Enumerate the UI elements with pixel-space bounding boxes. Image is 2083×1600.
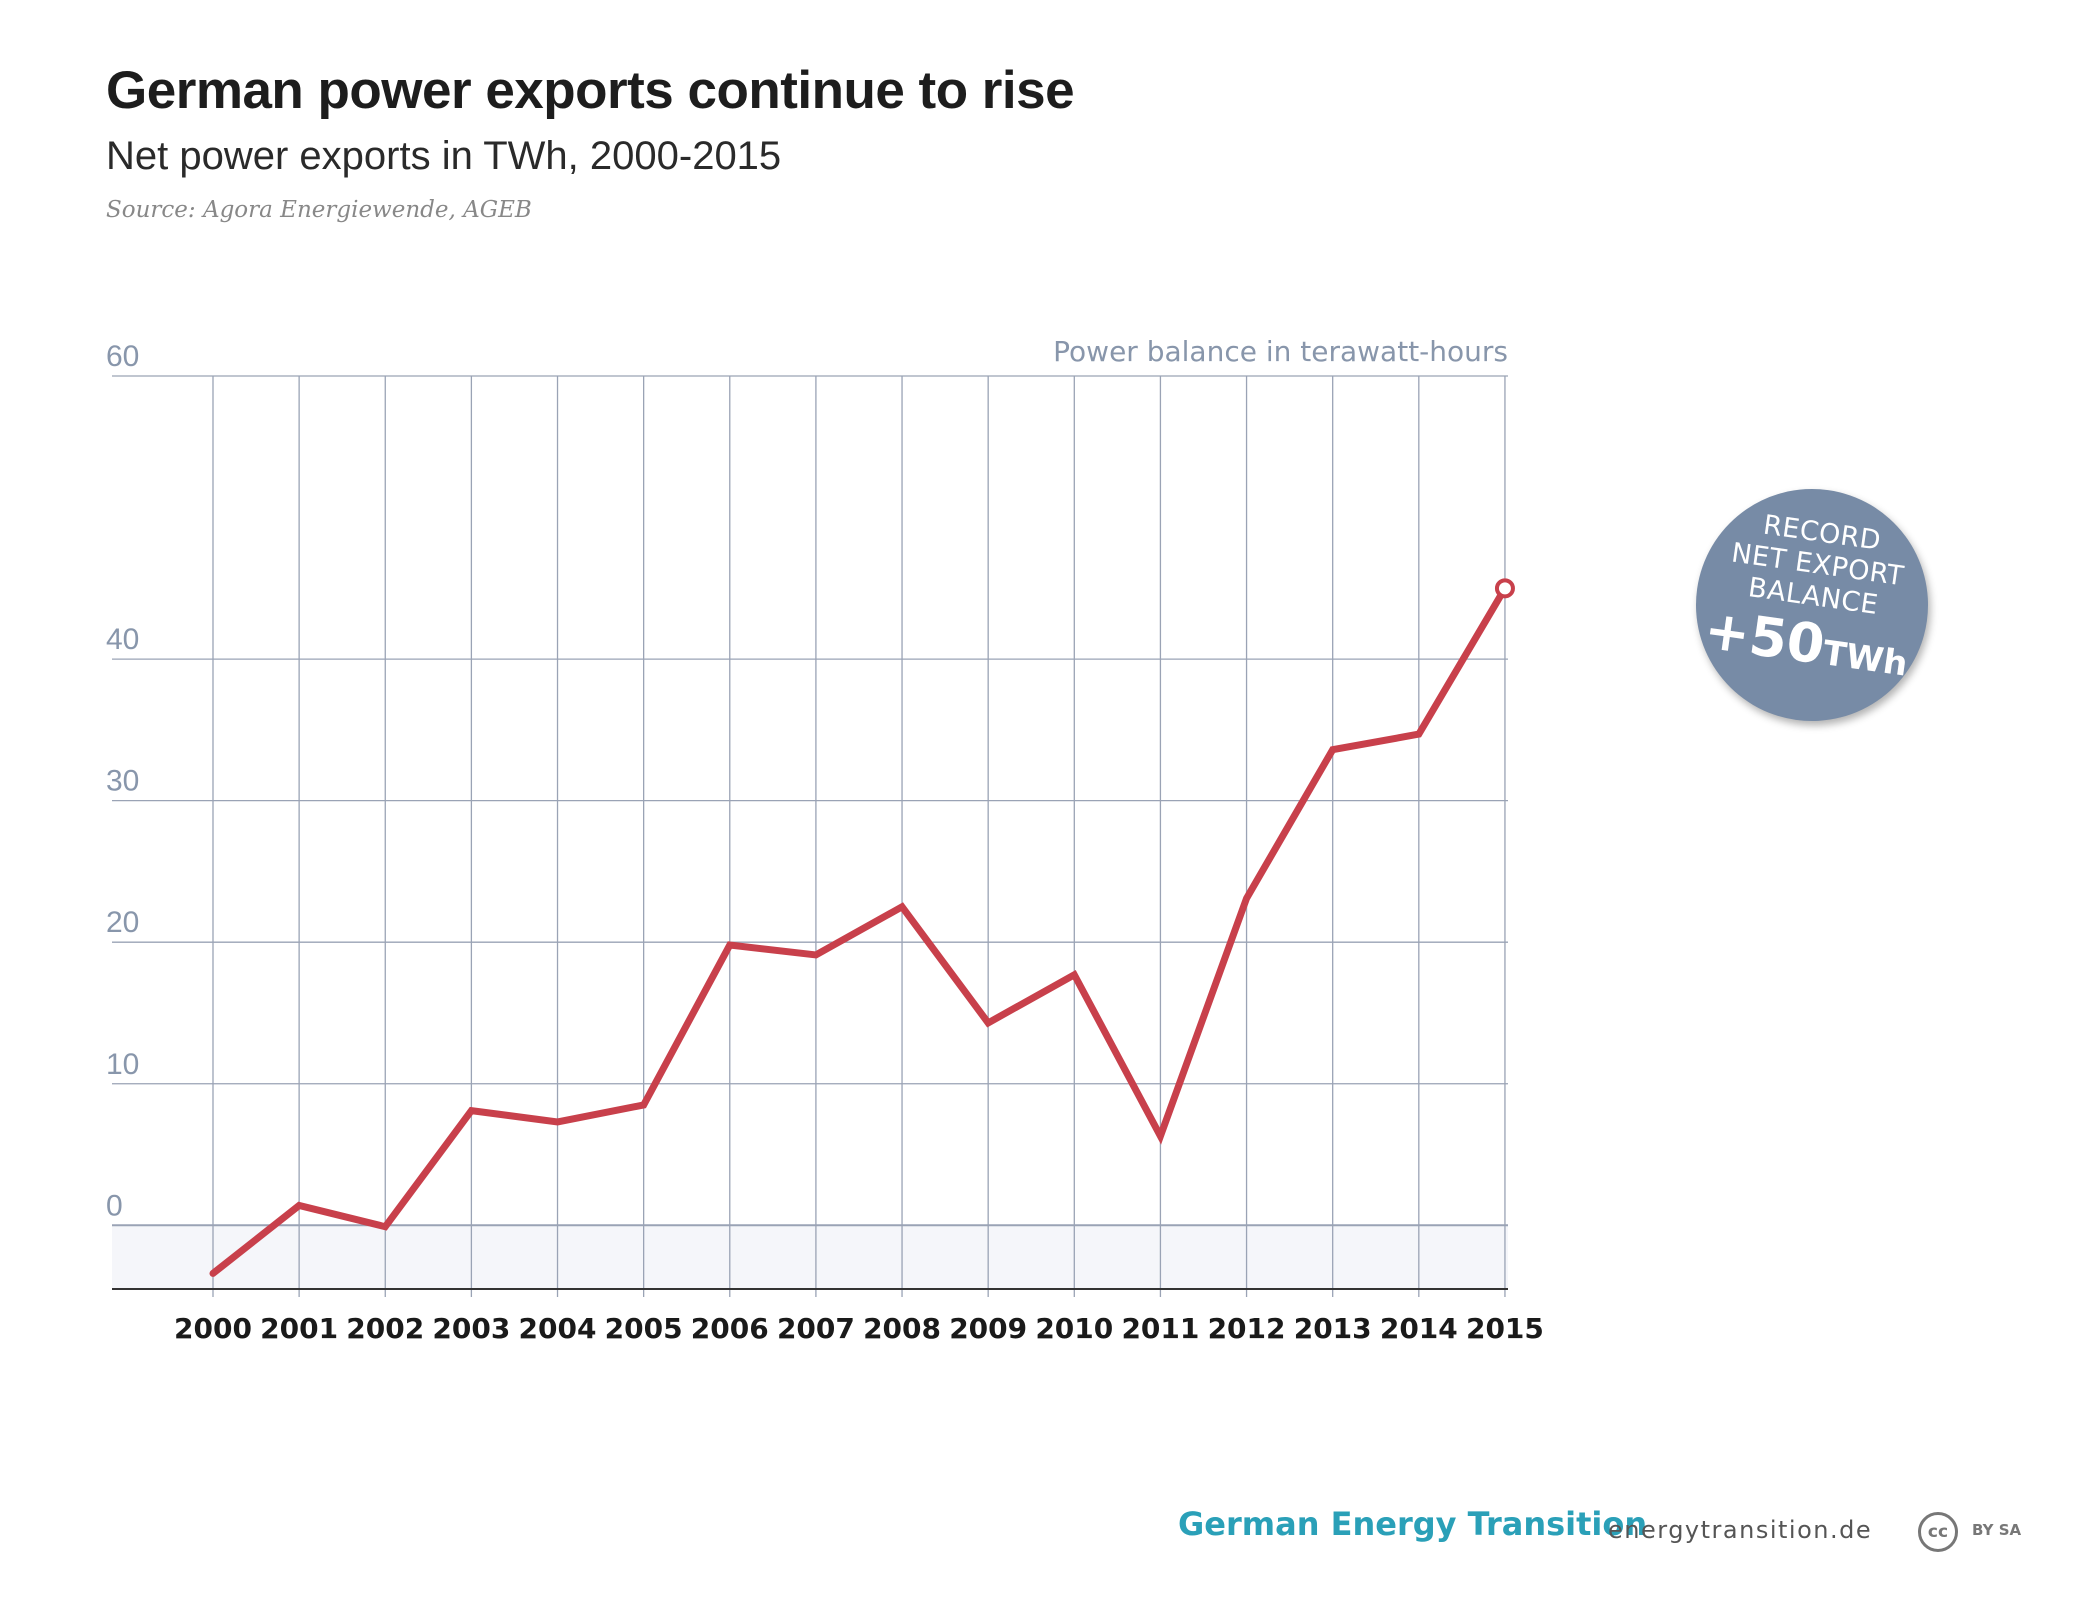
y-tick-label: 0 (106, 1189, 123, 1222)
x-tick-label: 2001 (260, 1312, 338, 1345)
x-tick-label: 2010 (1035, 1312, 1113, 1345)
footer-brand-logo: German Energy Transition (1178, 1505, 1648, 1543)
y-tick-label: 10 (106, 1048, 139, 1081)
endpoint-marker (1494, 578, 1515, 599)
x-tick-label: 2013 (1294, 1312, 1372, 1345)
chart-title: German power exports continue to rise (106, 61, 1075, 120)
x-tick-label: 2006 (691, 1312, 769, 1345)
y-tick-label: 60 (106, 340, 139, 373)
chart-subtitle: Net power exports in TWh, 2000-2015 (106, 134, 782, 178)
x-tick-label: 2011 (1121, 1312, 1199, 1345)
negative-region (112, 1225, 1508, 1289)
creative-commons-icon: cc (1918, 1512, 1958, 1552)
x-tick-label: 2009 (949, 1312, 1027, 1345)
x-tick-label: 2014 (1380, 1312, 1458, 1345)
y-tick-label: 20 (106, 906, 139, 939)
x-tick-label: 2015 (1466, 1312, 1544, 1345)
x-tick-label: 2002 (346, 1312, 424, 1345)
x-tick-label: 2004 (519, 1312, 597, 1345)
x-tick-label: 2003 (432, 1312, 510, 1345)
x-tick-label: 2000 (174, 1312, 252, 1345)
y-tick-label: 40 (106, 623, 139, 656)
license-label: BY SA (1972, 1521, 2022, 1539)
footer-url: energytransition.de (1608, 1516, 1873, 1544)
chart-source: Source: Agora Energiewende, AGEB (106, 197, 532, 223)
x-tick-label: 2008 (863, 1312, 941, 1345)
badge-value-unit: TWh (1820, 633, 1911, 685)
x-tick-label: 2007 (777, 1312, 855, 1345)
series-line-0 (209, 584, 1509, 1277)
x-tick-label: 2012 (1208, 1312, 1286, 1345)
y-tick-label: 30 (106, 765, 139, 798)
y-axis-label: Power balance in terawatt-hours (1053, 335, 1508, 368)
x-tick-label: 2005 (605, 1312, 683, 1345)
